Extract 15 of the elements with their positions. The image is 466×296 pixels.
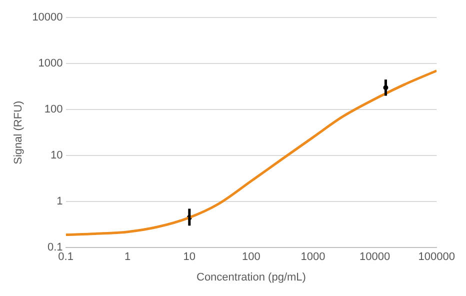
y-tick-label: 10 bbox=[50, 150, 63, 162]
y-tick-label: 1 bbox=[56, 196, 63, 208]
x-tick-label: 10000 bbox=[360, 251, 390, 264]
x-axis-title: Concentration (pg/mL) bbox=[196, 271, 306, 284]
y-tick-label: 1000 bbox=[38, 58, 63, 70]
y-tick-label: 10000 bbox=[32, 12, 63, 24]
x-tick-label: 100 bbox=[242, 251, 260, 264]
x-tick-label: 10 bbox=[183, 251, 196, 264]
line-series bbox=[66, 69, 437, 236]
y-axis-title: Signal (RFU) bbox=[12, 100, 25, 164]
x-tick-label: 1 bbox=[124, 251, 131, 264]
x-tick-label: 1000 bbox=[300, 251, 326, 264]
x-tick-label: 100000 bbox=[418, 251, 456, 264]
y-tick-label: 100 bbox=[44, 104, 63, 116]
y-tick-label: 0.1 bbox=[47, 242, 63, 254]
